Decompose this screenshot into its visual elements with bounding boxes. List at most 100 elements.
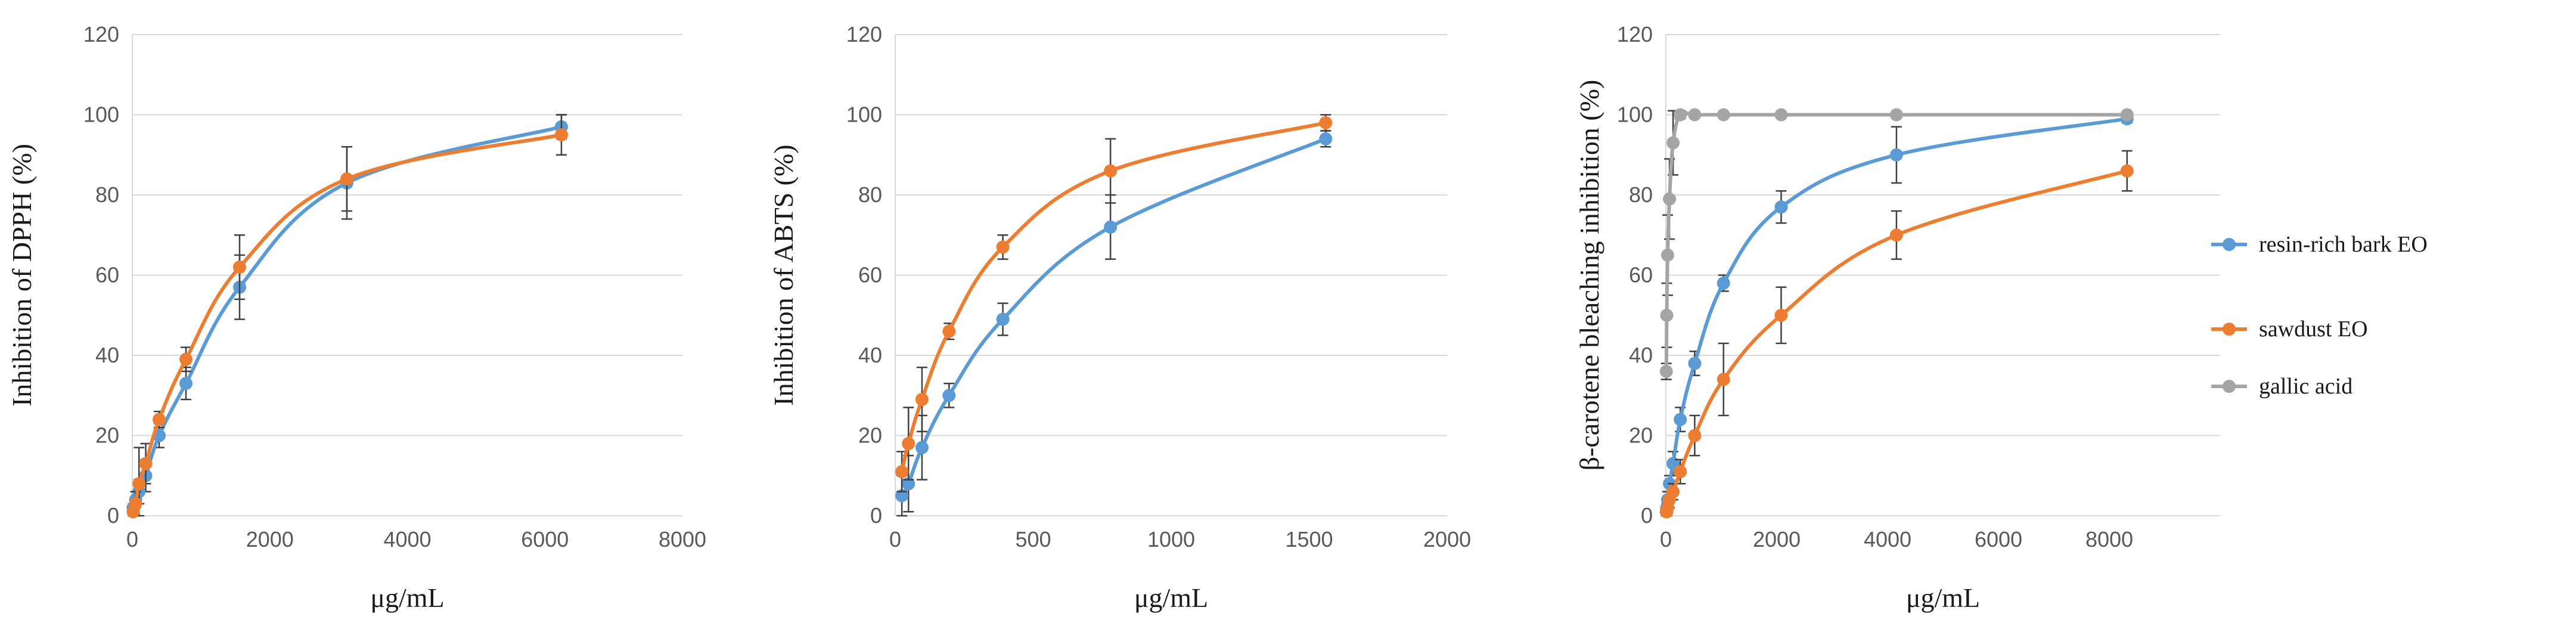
data-point-sawdust — [129, 497, 142, 510]
legend-item-resin: resin-rich bark EO — [2211, 232, 2428, 257]
y-tick-label: 80 — [858, 182, 882, 207]
data-point-resin — [179, 377, 193, 391]
y-axis-label: Inhibition of DPPH (%) — [7, 144, 37, 407]
x-tick-label: 500 — [1015, 527, 1051, 552]
x-tick-label: 6000 — [1975, 527, 2022, 552]
data-point-sawdust — [915, 392, 929, 406]
series-sawdust — [1659, 150, 2134, 519]
y-tick-label: 120 — [83, 22, 119, 47]
x-tick-label: 6000 — [521, 527, 569, 552]
data-point-sawdust — [895, 465, 909, 479]
data-point-gallic — [2120, 108, 2134, 122]
data-point-sawdust — [152, 413, 166, 426]
y-tick-label: 40 — [1629, 343, 1653, 367]
data-point-sawdust — [1666, 485, 1680, 498]
data-point-sawdust — [232, 261, 246, 274]
series-resin — [895, 130, 1333, 517]
data-point-sawdust — [1104, 164, 1118, 178]
x-tick-label: 2000 — [1753, 527, 1801, 552]
data-point-sawdust — [554, 128, 568, 142]
data-point-sawdust — [902, 436, 915, 450]
y-tick-label: 120 — [1617, 22, 1653, 47]
data-point-gallic — [1666, 136, 1680, 150]
dpph-chart: 0 20 40 60 80 100 120 0 2000 4000 6000 8000 μg/mL Inh… — [7, 22, 706, 613]
y-tick-label: 20 — [95, 423, 119, 448]
beta-carotene-chart: 0 20 40 60 80 100 120 0 2000 4000 6000 8000 μg/mL β-c… — [1574, 22, 2220, 613]
data-point-resin — [996, 312, 1010, 326]
legend-item-gallic: gallic acid — [2211, 374, 2352, 399]
y-tick-label: 100 — [83, 103, 119, 127]
y-tick-label: 60 — [858, 263, 882, 287]
data-point-sawdust — [179, 352, 193, 366]
data-point-gallic — [1688, 108, 1702, 122]
y-axis-label: Inhibition of ABTS (%) — [768, 144, 799, 405]
x-tick-label: 1000 — [1147, 527, 1195, 552]
y-tick-label: 120 — [846, 22, 882, 47]
data-point-resin — [1104, 220, 1118, 234]
y-tick-label: 0 — [870, 503, 882, 528]
abts-chart: 0 20 40 60 80 100 120 0 500 1000 1500 2000 μg/mL Inhi… — [768, 22, 1471, 613]
y-tick-label: 20 — [858, 423, 882, 448]
data-point-gallic — [1663, 192, 1677, 206]
legend-item-sawdust: sawdust EO — [2211, 317, 2368, 342]
data-point-resin — [1319, 132, 1333, 145]
data-point-gallic — [1660, 308, 1674, 322]
x-tick-label: 8000 — [659, 527, 706, 552]
x-tick-label: 1500 — [1285, 527, 1333, 552]
data-point-sawdust — [340, 172, 353, 186]
data-point-sawdust — [1674, 465, 1687, 479]
y-tick-label: 80 — [1629, 182, 1653, 207]
x-tick-label: 0 — [126, 527, 138, 552]
legend-label-sawdust: sawdust EO — [2259, 317, 2368, 342]
x-tick-label: 2000 — [246, 527, 294, 552]
series-line-sawdust — [900, 120, 1328, 474]
series-resin — [1659, 112, 2134, 519]
data-point-sawdust — [1319, 116, 1333, 129]
x-tick-label: 4000 — [383, 527, 431, 552]
y-tick-label: 40 — [858, 343, 882, 367]
data-point-sawdust — [139, 457, 153, 470]
data-point-sawdust — [1889, 228, 1903, 242]
data-point-gallic — [1889, 108, 1903, 122]
y-tick-label: 100 — [1617, 103, 1653, 127]
x-axis-label: μg/mL — [370, 583, 444, 613]
data-point-sawdust — [1774, 308, 1788, 322]
data-point-gallic — [1717, 108, 1730, 122]
y-tick-label: 60 — [95, 263, 119, 287]
data-point-sawdust — [942, 324, 956, 338]
data-point-gallic — [1661, 248, 1674, 262]
x-tick-label: 2000 — [1423, 527, 1471, 552]
y-axis-label: β-carotene bleaching inhibition (%) — [1574, 80, 1604, 471]
data-point-sawdust — [2120, 164, 2134, 178]
y-tick-label: 80 — [95, 182, 119, 207]
y-tick-label: 0 — [1641, 503, 1653, 528]
legend: resin-rich bark EO sawdust EO gallic aci… — [2211, 232, 2428, 399]
data-point-gallic — [1659, 364, 1673, 378]
data-point-sawdust — [1717, 373, 1730, 386]
series-line-resin — [900, 137, 1328, 498]
data-point-resin — [1688, 357, 1702, 370]
data-point-resin — [1889, 148, 1903, 162]
x-axis-label: μg/mL — [1906, 583, 1980, 613]
data-point-sawdust — [1688, 429, 1702, 442]
x-axis-label: μg/mL — [1134, 583, 1208, 613]
y-tick-label: 40 — [95, 343, 119, 367]
data-point-sawdust — [996, 240, 1010, 254]
data-point-resin — [1774, 200, 1788, 214]
x-tick-label: 0 — [1660, 527, 1672, 552]
y-tick-label: 60 — [1629, 263, 1653, 287]
x-tick-label: 8000 — [2085, 527, 2133, 552]
data-point-resin — [1674, 413, 1687, 426]
series-sawdust — [126, 114, 568, 519]
legend-marker-sawdust — [2223, 323, 2236, 336]
legend-marker-gallic — [2223, 380, 2236, 393]
y-tick-label: 20 — [1629, 423, 1653, 448]
x-tick-label: 4000 — [1864, 527, 1911, 552]
data-point-resin — [942, 389, 956, 402]
x-tick-label: 0 — [889, 527, 901, 552]
data-point-gallic — [1674, 108, 1687, 122]
data-point-resin — [915, 441, 929, 454]
data-point-gallic — [1774, 108, 1788, 122]
series-gallic — [1659, 108, 2134, 380]
